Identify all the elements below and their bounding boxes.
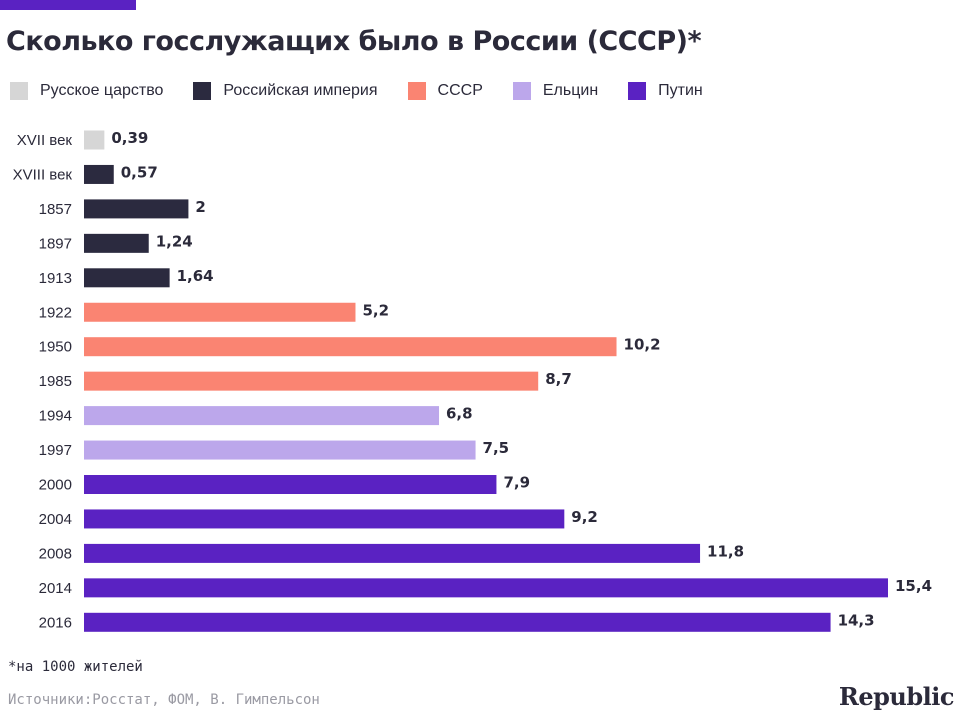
bar	[84, 233, 149, 253]
legend-item: Путин	[628, 82, 703, 100]
category-label: XVIII век	[13, 166, 73, 183]
top-accent-bar	[0, 0, 136, 10]
legend-item: СССР	[407, 82, 483, 100]
category-label: 1985	[39, 373, 72, 390]
category-label: 1922	[39, 304, 72, 321]
value-label: 1,24	[156, 232, 193, 250]
bar	[84, 543, 701, 563]
value-label: 2	[195, 198, 205, 216]
value-label: 1,64	[177, 267, 214, 285]
category-label: 2000	[39, 477, 72, 494]
bar	[84, 612, 831, 632]
value-label: 0,39	[111, 129, 148, 147]
footnote: *на 1000 жителей	[8, 659, 143, 675]
category-label: 1857	[39, 201, 72, 218]
legend-swatch	[512, 82, 531, 100]
value-label: 15,4	[895, 577, 932, 595]
bar	[84, 199, 189, 219]
chart-title: Сколько госслужащих было в России (СССР)…	[6, 26, 702, 57]
category-label: 2016	[39, 614, 72, 631]
legend-label: СССР	[437, 82, 483, 99]
value-label: 14,3	[838, 611, 875, 629]
bar	[84, 475, 497, 494]
value-label: 6,8	[446, 405, 473, 423]
legend-swatch	[628, 82, 647, 100]
bar	[84, 578, 888, 598]
chart-legend: Русское царство Российская империя СССР Ель…	[10, 82, 733, 100]
bar	[84, 406, 440, 426]
legend-item: Русское царство	[10, 82, 163, 100]
value-label: 7,5	[483, 439, 510, 457]
bar	[84, 440, 476, 460]
legend-item: Российская империя	[193, 82, 378, 100]
legend-swatch	[407, 82, 426, 100]
category-label: 1994	[39, 408, 72, 425]
sources-note: Источники:Росстат, ФОМ, В. Гимпельсон	[8, 692, 320, 708]
value-label: 8,7	[545, 370, 572, 388]
bar	[84, 164, 114, 184]
category-label: 2004	[39, 511, 72, 528]
value-label: 7,9	[503, 474, 530, 492]
legend-swatch	[193, 82, 212, 100]
value-label: 11,8	[707, 542, 744, 560]
value-label: 0,57	[121, 163, 158, 181]
bar-chart: XVII век 0,39 XVIII век 0,57 1857 2 1897 1,24 19…	[13, 129, 932, 632]
legend-label: Ельцин	[542, 82, 599, 99]
bar	[84, 337, 617, 357]
bar	[84, 509, 565, 529]
category-label: XVII век	[17, 132, 73, 149]
legend-label: Русское царство	[40, 82, 164, 99]
value-label: 10,2	[624, 336, 661, 354]
category-label: 2008	[39, 545, 72, 562]
legend-swatch	[10, 82, 28, 100]
bar	[84, 130, 105, 150]
legend-item: Ельцин	[512, 82, 599, 100]
category-label: 2014	[39, 580, 72, 597]
bar	[84, 302, 356, 322]
category-label: 1950	[39, 339, 72, 356]
value-label: 5,2	[362, 301, 389, 319]
legend-label: Путин	[658, 82, 703, 99]
value-label: 9,2	[571, 508, 598, 526]
category-label: 1997	[39, 442, 72, 459]
bar	[84, 371, 539, 391]
bar	[84, 268, 170, 288]
category-label: 1913	[39, 270, 72, 287]
legend-label: Российская империя	[223, 82, 378, 99]
republic-logo: Republic	[838, 682, 955, 711]
category-label: 1897	[39, 235, 72, 252]
